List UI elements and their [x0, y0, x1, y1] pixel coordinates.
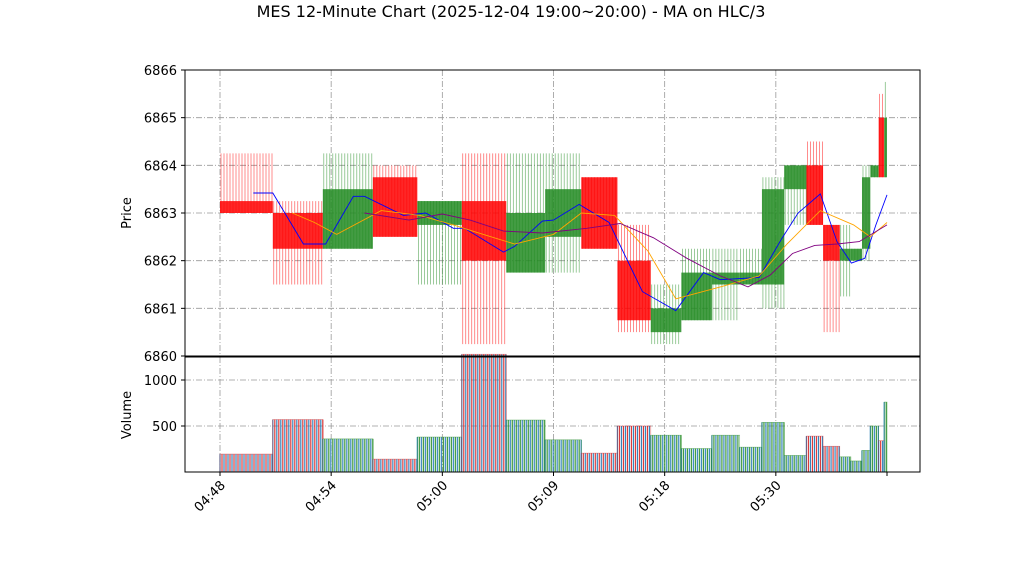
volume-axis: 500 1000 [144, 374, 185, 435]
time-tick-label: 05:30 [748, 478, 785, 515]
price-tick-label: 6865 [144, 112, 177, 127]
price-bar-body [870, 165, 879, 178]
ma-line [292, 210, 888, 300]
time-tick-label: 04:54 [303, 478, 340, 515]
volume-bar [850, 460, 863, 473]
price-tick-label: 6866 [144, 64, 177, 79]
price-tick-label: 6862 [144, 255, 177, 270]
price-bar [850, 248, 862, 261]
price-tick-label: 6861 [144, 302, 177, 317]
price-bar [681, 248, 712, 321]
volume-bar [372, 458, 418, 473]
volume-bar [869, 425, 879, 473]
price-bar [372, 165, 418, 237]
volume-bar-outline [739, 446, 763, 473]
price-bar-body [322, 189, 373, 249]
time-tick-label: 04:48 [192, 478, 229, 515]
price-tick-label: 6864 [144, 159, 177, 174]
volume-bar [883, 401, 888, 473]
price-bar-body [272, 213, 323, 249]
volume-bar [761, 422, 785, 473]
price-bar-body [650, 308, 682, 333]
price-bar [739, 248, 763, 285]
price-bar [272, 201, 323, 285]
chart-title: MES 12-Minute Chart (2025-12-04 19:00~20… [257, 2, 766, 21]
volume-tick-label: 500 [152, 420, 177, 435]
volume-bar-outline [761, 422, 785, 473]
price-bar-body [823, 224, 840, 261]
volume-bar [739, 446, 763, 473]
volume-bar-outline [878, 440, 885, 473]
price-bar-body [545, 189, 582, 237]
volume-bar [878, 440, 885, 473]
volume-bar [861, 450, 871, 473]
volume-bar [544, 439, 582, 473]
price-axis: 6860 6861 6862 6863 6864 6865 6866 [144, 64, 185, 365]
ma-line [253, 192, 888, 312]
price-bar [711, 248, 740, 321]
price-bar-body [372, 177, 418, 237]
price-bar-body [220, 201, 273, 213]
price-bar [870, 165, 879, 178]
volume-bar [822, 445, 841, 473]
volume-bar [711, 434, 741, 473]
volume-grid [185, 357, 920, 472]
time-tick-label: 05:09 [525, 478, 562, 515]
volume-bar [805, 435, 824, 473]
time-tick-label: 05:18 [636, 478, 673, 515]
price-bar [220, 153, 273, 213]
price-bar [823, 224, 840, 333]
price-bar-body [861, 177, 871, 249]
volume-bar [219, 453, 274, 473]
price-bar-body [417, 201, 462, 225]
price-bar [761, 177, 785, 309]
price-tick-label: 6863 [144, 207, 177, 222]
volume-bar [680, 448, 713, 473]
price-bar [784, 165, 807, 225]
ma-line [364, 212, 888, 288]
price-bar [461, 153, 507, 345]
price-bar-body [784, 165, 807, 190]
price-bar-body [806, 165, 824, 225]
volume-bar [616, 425, 652, 473]
price-marks [220, 81, 887, 345]
volume-marks [219, 353, 888, 473]
volume-bar [650, 434, 682, 473]
volume-bar [322, 438, 374, 473]
price-bar [806, 141, 824, 225]
volume-panel-frame [184, 356, 921, 473]
price-bar [839, 224, 851, 297]
price-bar [506, 153, 546, 273]
price-axis-label: Price [120, 197, 135, 229]
volume-bar [783, 455, 807, 473]
price-bar [650, 284, 682, 345]
price-tick-label: 6860 [144, 350, 177, 365]
volume-tick-label: 1000 [144, 374, 177, 389]
price-bar [322, 153, 373, 249]
price-bar-body [878, 117, 885, 178]
price-bar [417, 201, 462, 285]
volume-bar-outline [783, 455, 807, 473]
volume-bar [461, 353, 507, 473]
price-bar-body [884, 117, 887, 178]
price-bar [884, 81, 887, 178]
price-bar-body [506, 213, 546, 273]
volume-bar [416, 436, 463, 473]
price-bar-body [617, 260, 651, 321]
price-bar [878, 93, 885, 178]
ma-lines [253, 192, 888, 312]
price-bar [545, 153, 582, 273]
time-tick-label: 05:00 [414, 478, 451, 515]
volume-bar [505, 419, 546, 473]
volume-axis-label: Volume [120, 391, 135, 439]
price-bar-body [850, 248, 862, 261]
volume-bar [839, 456, 852, 473]
x-axis: 04:48 04:54 05:00 05:09 05:18 05:30 [192, 472, 888, 515]
volume-bar [580, 452, 618, 473]
price-bar [617, 224, 651, 333]
volume-bar [272, 419, 324, 473]
price-bar-body [761, 189, 785, 285]
